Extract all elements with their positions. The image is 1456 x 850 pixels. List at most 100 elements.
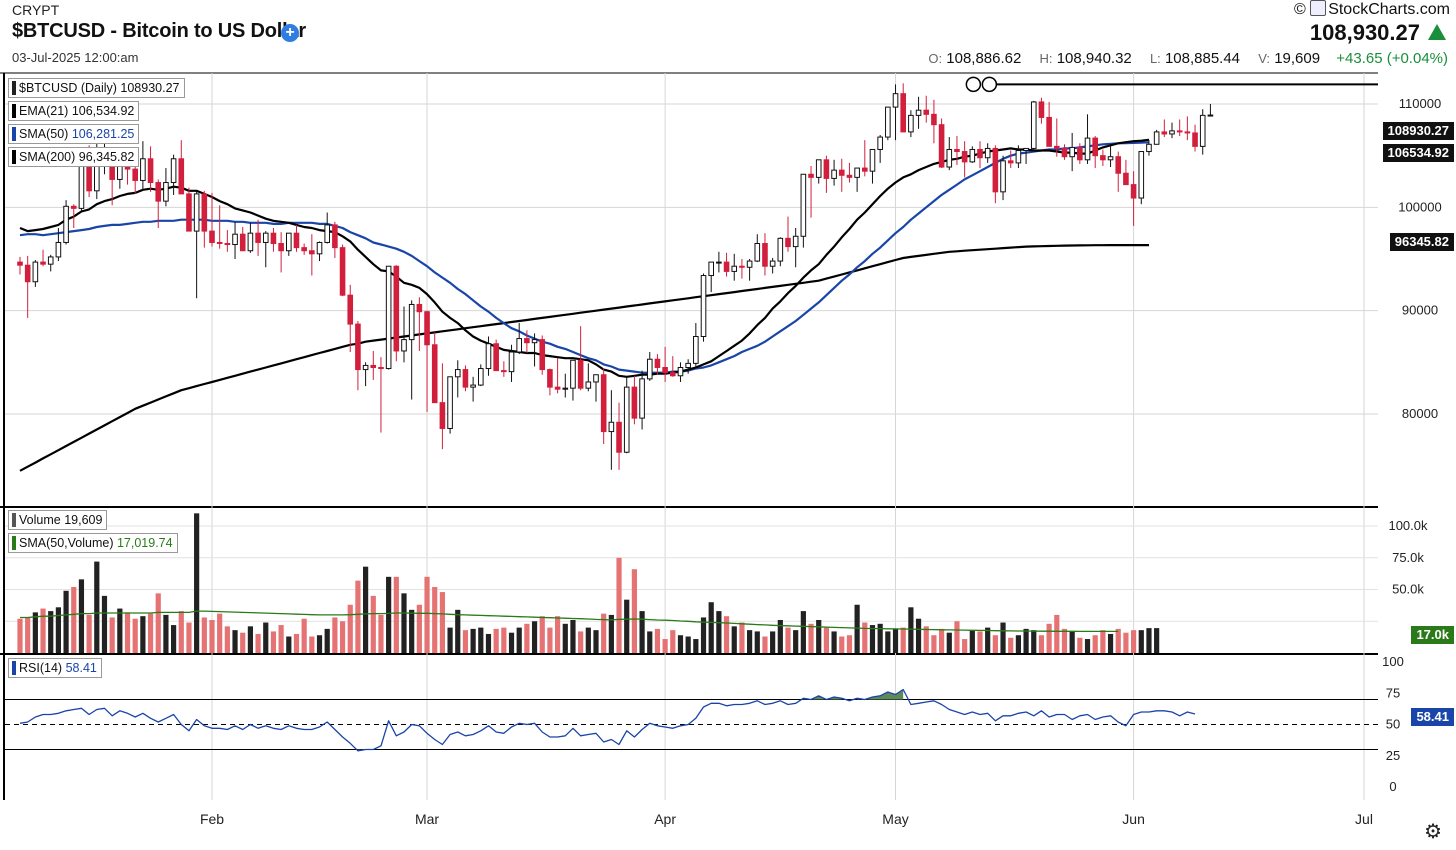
- candle-body: [32, 261, 39, 283]
- candle-body: [616, 421, 622, 453]
- legend-sma50[interactable]: SMA(50) 106,281.25: [8, 124, 140, 144]
- candle-body: [1184, 131, 1191, 134]
- volume-bar: [946, 632, 952, 653]
- sma200-line: [19, 244, 1149, 472]
- candle-body: [155, 182, 162, 202]
- candle-body: [954, 148, 960, 153]
- candle-body: [1207, 114, 1214, 117]
- candle-body: [78, 162, 85, 209]
- candle-body: [408, 303, 415, 341]
- volume-bar: [447, 627, 453, 653]
- x-tick-label: Apr: [654, 811, 676, 827]
- candle-body: [685, 362, 691, 369]
- candle-body: [977, 148, 983, 159]
- volume-bar: [147, 613, 154, 653]
- volume-bar: [355, 580, 361, 653]
- candle-body: [869, 148, 876, 172]
- x-tick-label: Feb: [200, 811, 224, 827]
- volume-bar: [1046, 623, 1052, 653]
- volume-bar: [992, 635, 998, 653]
- chart-date: 03-Jul-2025 12:00:am: [12, 50, 139, 65]
- volume-bar: [455, 609, 461, 653]
- legend-swatch: [12, 536, 16, 550]
- volume-bar: [63, 590, 69, 653]
- candle-body: [723, 261, 730, 272]
- ema21-path: [19, 138, 1150, 378]
- candle-body: [923, 109, 930, 115]
- candle-body: [815, 159, 822, 178]
- volume-bar: [324, 628, 330, 653]
- candle-body: [823, 159, 830, 179]
- volume-tick-label: 75.0k: [1392, 550, 1424, 565]
- last-price-tag: 108930.27: [1382, 122, 1454, 140]
- legend-volume-sma[interactable]: SMA(50,Volume) 17,019.74: [8, 533, 178, 553]
- candle-body: [86, 162, 92, 192]
- candle-body: [662, 367, 668, 374]
- volume-bar: [962, 639, 968, 653]
- candle-body: [485, 343, 492, 370]
- volume-bar: [808, 623, 814, 653]
- candle-body: [961, 151, 968, 163]
- candle-body: [309, 250, 315, 255]
- brand-logo[interactable]: © StockCharts.com: [1294, 0, 1450, 19]
- volume-bar: [969, 630, 975, 653]
- candle-body: [1100, 155, 1106, 161]
- legend-volume[interactable]: Volume 19,609: [8, 510, 108, 530]
- legend-rsi[interactable]: RSI(14) 58.41: [8, 658, 102, 678]
- volume-label: V:: [1258, 51, 1271, 66]
- legend-swatch: [12, 81, 16, 95]
- gear-icon[interactable]: ⚙: [1424, 821, 1442, 843]
- candle-body: [531, 339, 538, 344]
- candle-body: [623, 386, 630, 453]
- high-value: 108,940.32: [1056, 50, 1132, 67]
- volume-bar: [754, 631, 760, 653]
- low-label: L:: [1149, 51, 1161, 66]
- volume-bar: [647, 631, 653, 653]
- volume-bar: [470, 628, 476, 653]
- volume-bar: [101, 595, 108, 653]
- legend-sma50-label: SMA(50): [19, 127, 69, 141]
- candle-body: [608, 421, 615, 433]
- add-symbol-button[interactable]: +: [281, 24, 299, 42]
- volume-bar: [823, 627, 829, 653]
- candle-body: [524, 338, 530, 344]
- candle-body: [501, 370, 507, 373]
- legend-price[interactable]: $BTCUSD (Daily) 108930.27: [8, 78, 185, 98]
- volume-bar: [662, 639, 668, 653]
- candle-body: [1030, 101, 1037, 149]
- candle-body: [447, 376, 453, 429]
- candle-body: [247, 232, 254, 252]
- candle-body: [63, 205, 69, 243]
- volume-bar: [793, 630, 799, 653]
- candle-body: [554, 386, 561, 390]
- candle-body: [316, 241, 323, 255]
- rsi-tick-label: 0: [1389, 779, 1396, 794]
- volume-bar: [263, 622, 269, 653]
- volume-bar: [432, 586, 438, 653]
- candle-body: [969, 148, 976, 163]
- volume-bar: [278, 625, 284, 653]
- volume-bar: [1131, 630, 1137, 653]
- candle-body: [493, 343, 499, 372]
- volume-bar: [424, 576, 430, 653]
- volume-bar: [217, 613, 223, 653]
- legend-swatch: [12, 104, 16, 118]
- legend-ema[interactable]: EMA(21) 106,534.92: [8, 101, 140, 121]
- candle-body: [286, 232, 292, 252]
- candle-body: [1077, 146, 1083, 161]
- volume-value: 19,609: [1274, 50, 1321, 67]
- volume-bar: [777, 619, 783, 653]
- volume-bar: [685, 636, 691, 653]
- candle-body: [339, 247, 346, 296]
- rsi-tick-label: 50: [1386, 717, 1400, 732]
- candle-body: [892, 93, 899, 108]
- volume-bar: [224, 626, 230, 653]
- candle-body: [301, 247, 307, 252]
- volume-bar: [892, 628, 899, 653]
- candle-body: [1015, 150, 1022, 164]
- legend-sma200[interactable]: SMA(200) 96,345.82: [8, 147, 140, 167]
- volume-bar: [163, 614, 169, 653]
- volume-bar: [363, 566, 369, 653]
- volume-bar: [347, 604, 353, 653]
- volume-bar: [539, 616, 545, 653]
